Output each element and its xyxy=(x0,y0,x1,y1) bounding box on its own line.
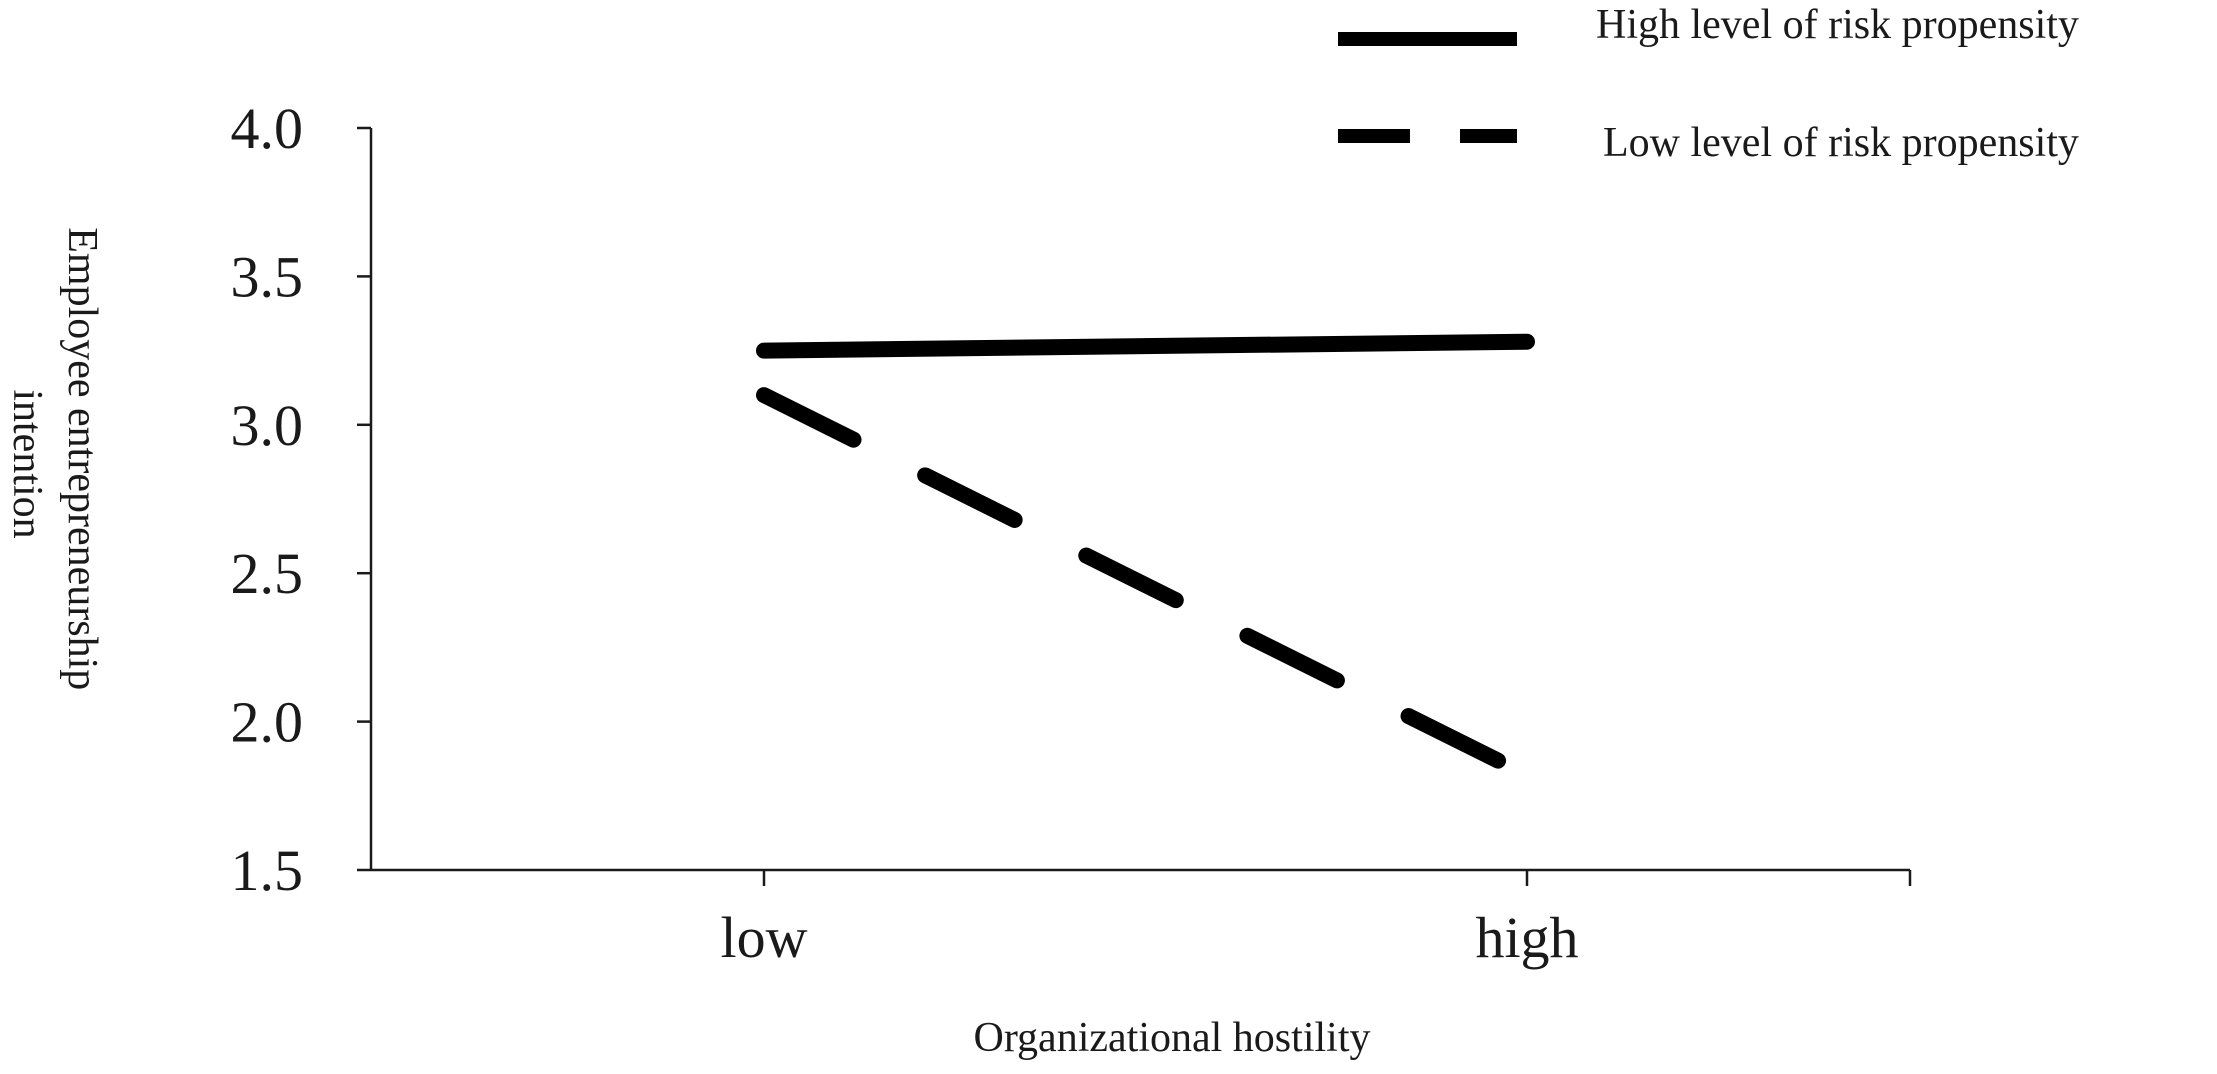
legend-label-low-risk: Low level of risk propensity xyxy=(1603,120,2079,166)
y-tick-label: 4.0 xyxy=(231,96,304,161)
y-ticks: 4.0 3.5 3.0 2.5 2.0 1.5 xyxy=(231,96,371,903)
x-ticks: low high xyxy=(721,870,1912,970)
x-axis-title: Organizational hostility xyxy=(974,1015,1371,1061)
y-tick-label: 2.5 xyxy=(231,541,304,606)
y-tick-label: 3.0 xyxy=(231,393,304,458)
y-tick-label: 1.5 xyxy=(231,838,304,903)
y-tick-label: 3.5 xyxy=(231,244,304,309)
series-line-high-risk xyxy=(756,333,1535,359)
y-axis-title: Employee entrepreneurship intention xyxy=(4,227,105,700)
series-line-low-risk xyxy=(756,387,1535,784)
axes xyxy=(369,128,1910,872)
y-tick-label: 2.0 xyxy=(231,690,304,755)
x-tick-label: high xyxy=(1475,905,1578,970)
legend: High level of risk propensity Low level … xyxy=(1338,2,2079,166)
x-tick-label: low xyxy=(721,905,808,970)
legend-label-high-risk: High level of risk propensity xyxy=(1596,2,2079,48)
y-axis-title-line-1: Employee entrepreneurship xyxy=(59,227,105,690)
y-axis-title-line-2: intention xyxy=(4,389,50,538)
series-lines xyxy=(756,333,1535,784)
